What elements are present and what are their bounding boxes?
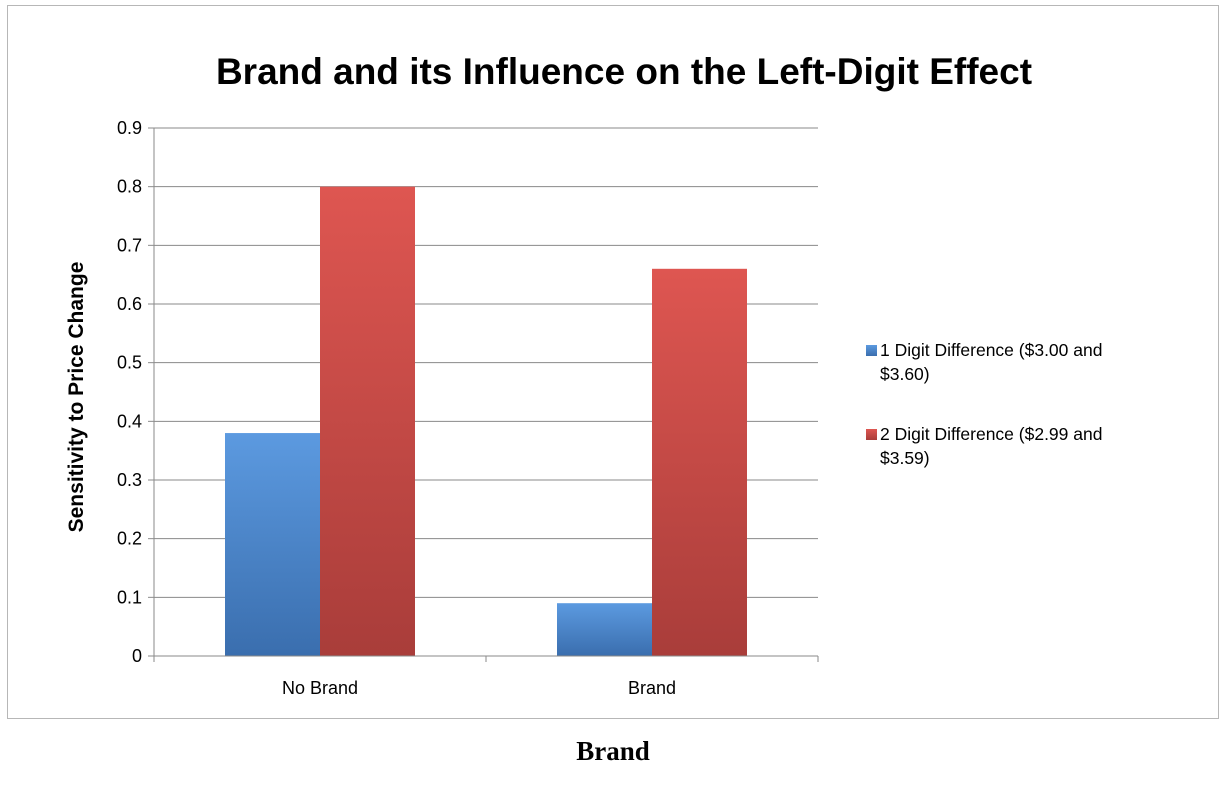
axes: 0 0.1 0.2 0.3 0.4 0.5 0.6 0.7 0.8 0.9 No Brand Bran… [117,118,819,698]
y-tick-label: 0.5 [117,353,142,373]
legend-swatch [866,345,877,356]
y-axis-label: Sensitivity to Price Change [65,262,88,533]
y-tick-label: 0.2 [117,529,142,549]
legend-label: $3.60) [880,364,930,384]
y-tick-label: 0.3 [117,470,142,490]
legend-label: 1 Digit Difference ($3.00 and [880,340,1102,360]
bar-1-no-brand [225,433,320,656]
bar-1-brand [557,603,652,656]
legend-swatch [866,429,877,440]
bars [225,186,747,656]
y-tick-label: 0.4 [117,411,142,431]
legend: 1 Digit Difference ($3.00 and $3.60) 2 Dig… [866,340,1102,468]
x-tick-label: No Brand [282,678,358,698]
y-tick-label: 0.9 [117,118,142,138]
y-tick-label: 0.1 [117,587,142,607]
chart-title: Brand and its Influence on the Left-Digi… [216,51,1032,92]
chart-frame: Brand and its Influence on the Left-Digi… [7,5,1219,719]
bar-2-no-brand [320,186,415,656]
bar-chart: Brand and its Influence on the Left-Digi… [65,51,1102,698]
bar-2-brand [652,268,747,656]
y-tick-label: 0.6 [117,294,142,314]
y-tick-label: 0.7 [117,235,142,255]
y-tick-label: 0 [132,646,142,666]
legend-label: $3.59) [880,448,930,468]
y-tick-label: 0.8 [117,177,142,197]
x-tick-label: Brand [628,678,676,698]
legend-label: 2 Digit Difference ($2.99 and [880,424,1102,444]
figure-caption: Brand [576,736,650,766]
